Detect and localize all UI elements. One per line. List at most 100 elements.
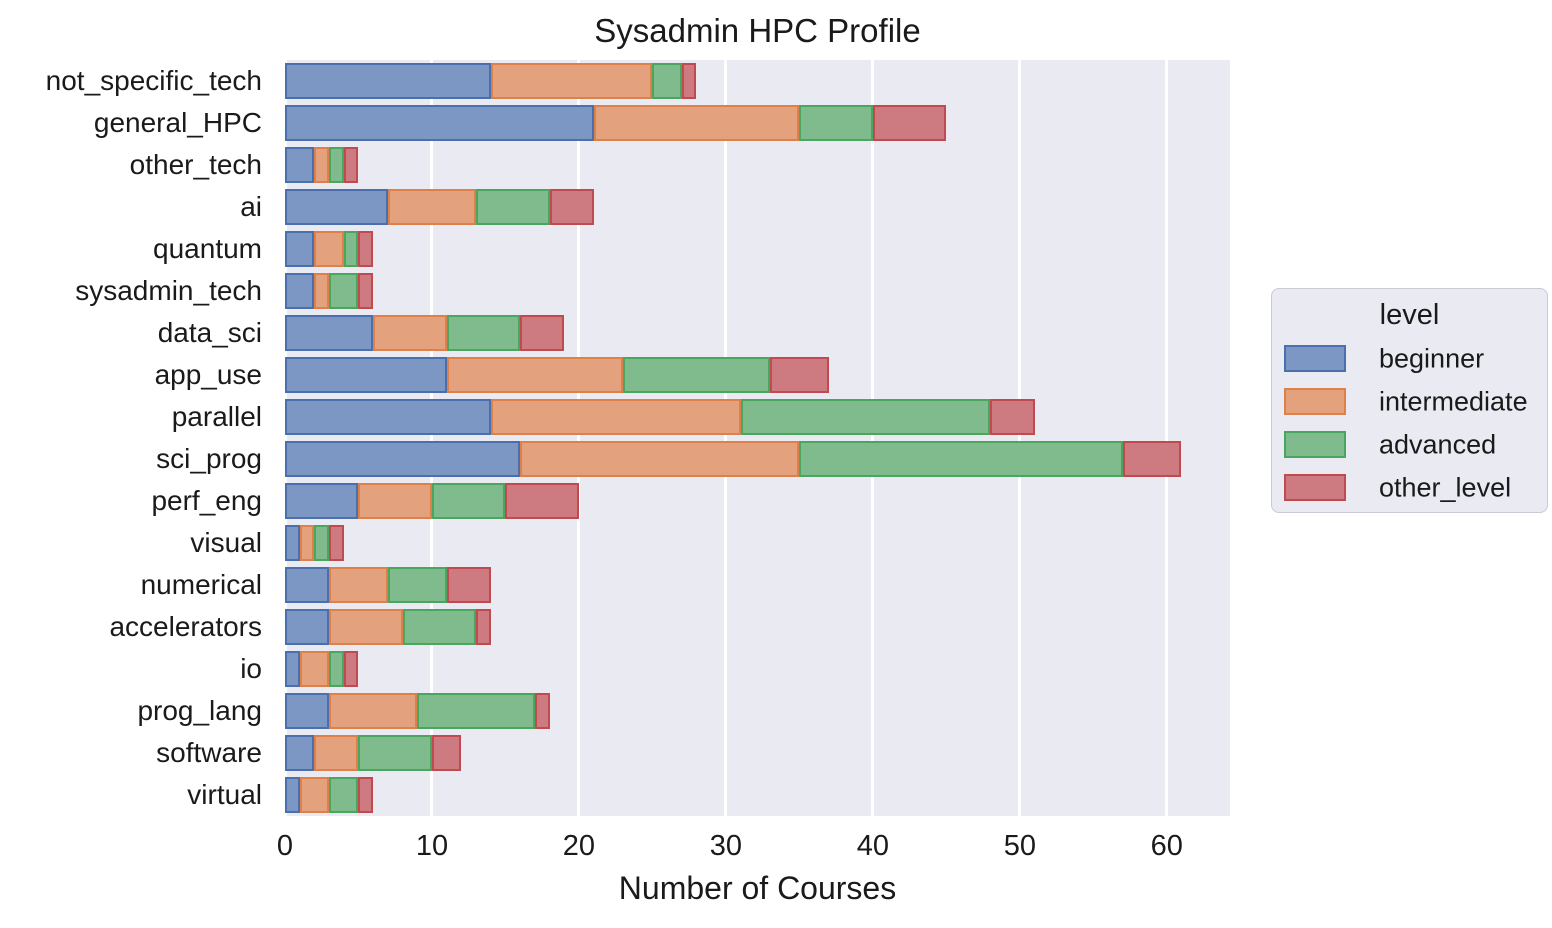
- gridline-x-10: [430, 60, 434, 816]
- y-axis-label-numerical: numerical: [140, 569, 262, 600]
- bar-segment-visual-intermediate: [299, 525, 315, 561]
- legend-item-other_level: other_level: [1284, 473, 1534, 503]
- bar-row-parallel: [285, 399, 1230, 435]
- y-axis-label-accelerators: accelerators: [109, 611, 262, 642]
- chart-title: Sysadmin HPC Profile: [594, 12, 921, 49]
- gridline-x-60: [1165, 60, 1169, 816]
- x-tick-label-10: 10: [415, 830, 449, 862]
- legend-title: level: [1379, 299, 1440, 331]
- x-tick-label-30: 30: [709, 830, 743, 862]
- bar-segment-not_specific_tech-beginner: [285, 63, 491, 99]
- bar-segment-numerical-advanced: [387, 567, 447, 603]
- gridline-x-20: [577, 60, 581, 816]
- legend-swatch-beginner: [1284, 345, 1346, 372]
- legend-label-other_level: other_level: [1379, 472, 1512, 503]
- bar-segment-data_sci-intermediate: [373, 315, 447, 351]
- bar-segment-io-advanced: [329, 651, 344, 687]
- bar-segment-io-beginner: [285, 651, 300, 687]
- bar-segment-app_use-intermediate: [446, 357, 624, 393]
- bar-row-perf_eng: [285, 483, 1230, 519]
- bar-segment-prog_lang-other_level: [534, 693, 550, 729]
- bar-segment-software-advanced: [358, 735, 432, 771]
- legend-item-intermediate: intermediate: [1284, 387, 1534, 417]
- bar-row-accelerators: [285, 609, 1230, 645]
- bar-segment-virtual-other_level: [358, 777, 374, 813]
- bar-segment-perf_eng-intermediate: [358, 483, 432, 519]
- bar-segment-visual-advanced: [314, 525, 330, 561]
- bar-segment-app_use-other_level: [769, 357, 829, 393]
- gridline-x-50: [1018, 60, 1022, 816]
- bar-segment-sci_prog-intermediate: [520, 441, 800, 477]
- bar-segment-accelerators-other_level: [476, 609, 491, 645]
- legend-item-beginner: beginner: [1284, 344, 1534, 374]
- bar-row-app_use: [285, 357, 1230, 393]
- x-axis-title: Number of Courses: [618, 870, 897, 906]
- bar-segment-ai-other_level: [549, 189, 594, 225]
- legend-item-advanced: advanced: [1284, 430, 1534, 460]
- y-axis-label-sci_prog: sci_prog: [156, 443, 262, 474]
- bar-segment-sysadmin_tech-other_level: [358, 273, 374, 309]
- bar-segment-software-other_level: [431, 735, 462, 771]
- bar-segment-perf_eng-other_level: [505, 483, 579, 519]
- bar-segment-numerical-beginner: [285, 567, 330, 603]
- x-tick-label-40: 40: [856, 830, 889, 862]
- legend-label-beginner: beginner: [1379, 343, 1485, 374]
- bar-segment-accelerators-beginner: [285, 609, 330, 645]
- bar-segment-perf_eng-advanced: [431, 483, 506, 519]
- bar-segment-quantum-other_level: [358, 231, 374, 267]
- y-axis-label-other_tech: other_tech: [129, 149, 262, 180]
- bar-segment-virtual-advanced: [329, 777, 359, 813]
- bar-row-prog_lang: [285, 693, 1230, 729]
- bar-segment-software-intermediate: [314, 735, 359, 771]
- bar-segment-virtual-intermediate: [299, 777, 330, 813]
- bar-segment-io-intermediate: [299, 651, 330, 687]
- legend-swatch-intermediate: [1284, 388, 1346, 415]
- bar-segment-parallel-intermediate: [490, 399, 741, 435]
- x-tick-label-60: 60: [1150, 830, 1183, 862]
- bar-segment-sysadmin_tech-intermediate: [314, 273, 330, 309]
- bar-segment-software-beginner: [285, 735, 315, 771]
- y-axis-label-general_HPC: general_HPC: [93, 107, 262, 138]
- bar-segment-parallel-beginner: [285, 399, 491, 435]
- y-axis-label-prog_lang: prog_lang: [137, 695, 262, 726]
- bar-segment-other_tech-intermediate: [314, 147, 330, 183]
- bar-segment-parallel-other_level: [990, 399, 1035, 435]
- legend-swatch-advanced: [1284, 431, 1346, 458]
- bar-segment-visual-other_level: [329, 525, 344, 561]
- bar-segment-not_specific_tech-advanced: [652, 63, 682, 99]
- legend-label-intermediate: intermediate: [1379, 386, 1528, 417]
- bar-segment-sci_prog-advanced: [799, 441, 1123, 477]
- bar-segment-ai-beginner: [285, 189, 388, 225]
- bar-segment-parallel-advanced: [740, 399, 991, 435]
- legend-label-advanced: advanced: [1379, 429, 1497, 460]
- bar-row-quantum: [285, 231, 1230, 267]
- bar-segment-numerical-intermediate: [329, 567, 388, 603]
- legend-swatch-other_level: [1284, 474, 1346, 501]
- bar-segment-data_sci-other_level: [520, 315, 565, 351]
- bar-segment-general_HPC-intermediate: [593, 105, 800, 141]
- bar-segment-data_sci-beginner: [285, 315, 374, 351]
- bar-segment-visual-beginner: [285, 525, 300, 561]
- bar-row-ai: [285, 189, 1230, 225]
- bar-segment-sysadmin_tech-advanced: [329, 273, 359, 309]
- bar-segment-ai-advanced: [476, 189, 550, 225]
- y-axis-label-visual: visual: [190, 527, 262, 558]
- y-axis-label-virtual: virtual: [187, 779, 262, 810]
- y-axis-label-sysadmin_tech: sysadmin_tech: [75, 275, 262, 306]
- bar-row-virtual: [285, 777, 1230, 813]
- bar-row-sci_prog: [285, 441, 1230, 477]
- y-axis-label-data_sci: data_sci: [157, 317, 262, 348]
- bar-segment-accelerators-advanced: [402, 609, 477, 645]
- y-axis-label-parallel: parallel: [171, 401, 262, 432]
- x-tick-label-50: 50: [1003, 830, 1036, 862]
- bar-row-other_tech: [285, 147, 1230, 183]
- bar-segment-other_tech-beginner: [285, 147, 315, 183]
- bar-segment-virtual-beginner: [285, 777, 300, 813]
- bar-segment-quantum-intermediate: [314, 231, 344, 267]
- bar-segment-quantum-advanced: [343, 231, 359, 267]
- bar-segment-perf_eng-beginner: [285, 483, 359, 519]
- bar-row-numerical: [285, 567, 1230, 603]
- bar-segment-numerical-other_level: [446, 567, 491, 603]
- plot-area: [283, 60, 1230, 816]
- y-axis-label-io: io: [240, 653, 262, 684]
